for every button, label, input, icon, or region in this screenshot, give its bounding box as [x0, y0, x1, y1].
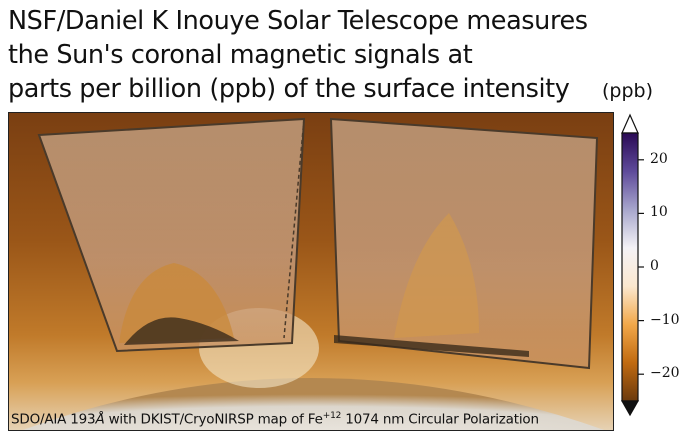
colorbar-gradient	[621, 132, 639, 402]
caption-angstrom: Å	[95, 411, 105, 427]
colorbar-tick-label: 10	[650, 204, 668, 221]
panel-left	[37, 117, 306, 353]
colorbar-tick-label: 20	[650, 150, 668, 167]
colorbar	[620, 113, 644, 417]
caption-superscript: +12	[322, 410, 342, 421]
title-line-1: NSF/Daniel K Inouye Solar Telescope meas…	[8, 6, 588, 36]
colorbar-extend-under	[620, 400, 640, 417]
caption-prefix: SDO/AIA 193	[11, 411, 96, 427]
solar-image-graphic	[23, 117, 604, 430]
colorbar-unit: (ppb)	[602, 80, 654, 102]
title-line-3: parts per billion (ppb) of the surface i…	[8, 74, 570, 104]
figure-title: NSF/Daniel K Inouye Solar Telescope meas…	[8, 4, 588, 106]
panel-right	[329, 117, 599, 370]
colorbar-tick-label: 0	[650, 258, 659, 274]
sun-limb	[23, 378, 604, 430]
image-caption: SDO/AIA 193Å with DKIST/CryoNIRSP map of…	[11, 411, 539, 428]
colorbar-tick-label: −20	[650, 365, 680, 382]
caption-suffix: 1074 nm Circular Polarization	[341, 411, 539, 427]
colorbar-tick-label: −10	[650, 311, 680, 328]
colorbar-extend-over	[621, 113, 639, 134]
solar-image: SDO/AIA 193Å with DKIST/CryoNIRSP map of…	[8, 112, 614, 431]
title-line-2: the Sun's coronal magnetic signals at	[8, 40, 473, 70]
caption-middle: with DKIST/CryoNIRSP map of Fe	[104, 411, 323, 427]
